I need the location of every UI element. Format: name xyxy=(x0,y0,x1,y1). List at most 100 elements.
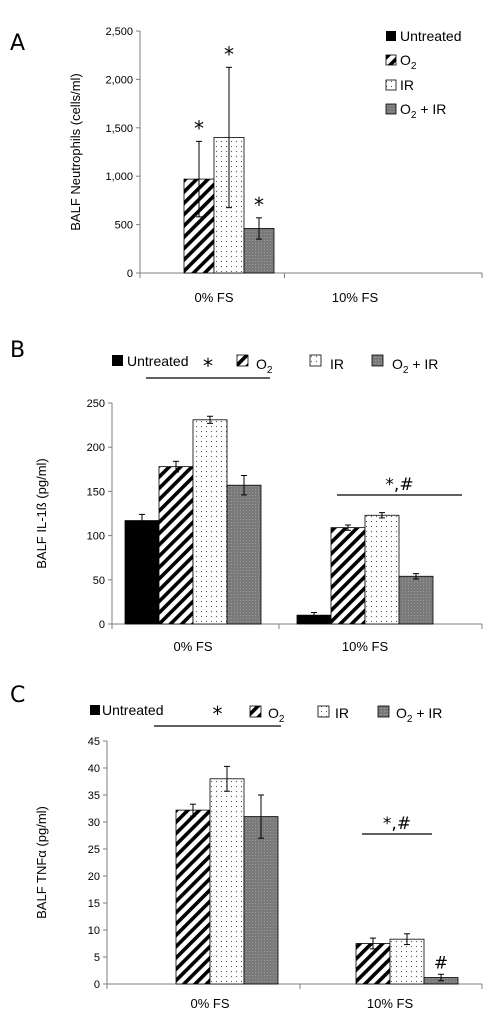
bar-o2ir xyxy=(398,575,434,625)
legend-swatch-o2ir xyxy=(385,103,397,115)
legend-label-o2ir: O2 + IR xyxy=(400,101,446,121)
y-axis-label: BALF Neutrophils (cells/ml) xyxy=(68,73,83,231)
bar-o2ir xyxy=(226,484,262,625)
y-tick-label: 1,500 xyxy=(105,123,133,135)
y-tick-label: 0 xyxy=(94,979,100,991)
legend-label-o2: O2 xyxy=(400,52,417,72)
y-tick-label: 1,000 xyxy=(105,171,133,183)
y-axis-label: BALF IL-1ß (pg/ml) xyxy=(34,458,49,569)
legend-swatch-untreated xyxy=(90,705,100,715)
panel-b-letter: B xyxy=(10,338,25,363)
y-tick-label: 20 xyxy=(88,871,100,883)
x-tick-label: 10% FS xyxy=(367,996,414,1011)
panel-c-letter: C xyxy=(10,683,25,708)
legend-o2ir-main: O xyxy=(392,356,403,372)
bar-ir xyxy=(209,778,245,985)
x-tick-label: 0% FS xyxy=(194,290,233,305)
y-tick-label: 10 xyxy=(88,925,100,937)
significance-label: *,# xyxy=(385,475,413,495)
bar-ir xyxy=(364,514,400,625)
bar-ir xyxy=(192,419,228,625)
legend-swatch-o2ir xyxy=(377,705,390,718)
y-tick-label: 40 xyxy=(88,763,100,775)
legend-label-o2: O2 xyxy=(256,356,273,376)
legend-o2-main: O xyxy=(400,52,411,68)
chart-neutrophils: 0 500 1,000 1,500 2,000 2,500 0% FS 10% FS BALF … xyxy=(68,26,483,305)
legend-swatch-o2 xyxy=(385,54,397,66)
legend-label-o2ir: O2 + IR xyxy=(392,356,438,376)
legend-o2ir-tail: + IR xyxy=(416,101,446,117)
significance-label: * xyxy=(254,193,264,217)
legend-o2ir-tail: + IR xyxy=(408,356,438,372)
legend-o2ir-sub: 2 xyxy=(403,365,409,376)
legend-label-o2: O2 xyxy=(268,705,285,725)
y-tick-label: 500 xyxy=(115,220,133,232)
bar-o2 xyxy=(158,466,194,625)
x-tick-label: 0% FS xyxy=(173,639,212,654)
legend-o2ir-main: O xyxy=(396,705,407,721)
legend-o2ir-sub: 2 xyxy=(411,110,417,121)
significance-label: * xyxy=(224,42,234,66)
legend-label-untreated: Untreated xyxy=(102,702,163,718)
y-tick-label: 2,500 xyxy=(105,26,133,38)
legend-swatch-ir xyxy=(309,354,322,367)
legend-o2ir-tail: + IR xyxy=(412,705,442,721)
y-tick-label: 50 xyxy=(93,575,105,587)
y-tick-label: 30 xyxy=(88,817,100,829)
y-axis-label: BALF TNFα (pg/ml) xyxy=(34,806,49,919)
legend-swatch-o2ir xyxy=(371,354,384,367)
chart-il1b: 0 50 100 150 200 250 0% FS 10% FS BALF IL-1ß (pg… xyxy=(34,354,483,654)
legend-a: Untreated O2 IR O2 + IR xyxy=(385,28,461,121)
y-tick-label: 200 xyxy=(87,442,105,454)
y-tick-label: 2,000 xyxy=(105,74,133,86)
y-tick-label: 250 xyxy=(87,398,105,410)
significance-label: * xyxy=(203,354,213,378)
legend-swatch-o2 xyxy=(249,705,262,718)
legend-o2-sub: 2 xyxy=(279,714,285,725)
significance-label: *,# xyxy=(383,814,411,834)
legend-b: Untreated O2 IR O2 + IR xyxy=(112,353,438,376)
legend-swatch-o2 xyxy=(236,354,249,367)
legend-o2-main: O xyxy=(268,705,279,721)
bar-ir xyxy=(389,938,425,985)
significance-label: * xyxy=(194,116,204,140)
legend-label-untreated: Untreated xyxy=(400,28,461,44)
y-tick-label: 100 xyxy=(87,531,105,543)
chart-tnfa: 0 5 10 15 20 25 30 35 40 45 0% FS 10% FS BALF TNFα (… xyxy=(34,702,483,1011)
legend-o2-main: O xyxy=(256,356,267,372)
legend-swatch-ir xyxy=(317,705,330,718)
y-tick-label: 5 xyxy=(94,952,100,964)
y-tick-label: 35 xyxy=(88,790,100,802)
significance-label: # xyxy=(434,953,448,973)
legend-label-untreated: Untreated xyxy=(127,353,188,369)
legend-o2ir-main: O xyxy=(400,101,411,117)
y-tick-label: 0 xyxy=(127,268,133,280)
y-tick-label: 45 xyxy=(88,736,100,748)
bar-untreated xyxy=(124,520,160,625)
significance-label: * xyxy=(213,702,223,726)
bar-o2ir xyxy=(243,816,279,985)
legend-label-o2ir: O2 + IR xyxy=(396,705,442,725)
legend-swatch-ir xyxy=(385,79,397,91)
y-tick-label: 15 xyxy=(88,898,100,910)
legend-o2-sub: 2 xyxy=(411,61,417,72)
legend-o2ir-sub: 2 xyxy=(407,714,413,725)
legend-o2-sub: 2 xyxy=(267,365,273,376)
y-tick-label: 0 xyxy=(99,619,105,631)
legend-swatch-untreated xyxy=(112,355,123,366)
x-tick-label: 10% FS xyxy=(332,290,379,305)
y-tick-label: 150 xyxy=(87,486,105,498)
bar-o2 xyxy=(355,943,391,985)
legend-label-ir: IR xyxy=(330,356,344,372)
bar-o2 xyxy=(330,527,366,625)
legend-label-ir: IR xyxy=(335,705,349,721)
x-tick-label: 0% FS xyxy=(190,996,229,1011)
panel-a-letter: A xyxy=(10,31,25,56)
bar-o2 xyxy=(175,809,211,985)
x-tick-label: 10% FS xyxy=(342,639,389,654)
legend-swatch-untreated xyxy=(386,31,396,41)
legend-label-ir: IR xyxy=(400,77,414,93)
legend-c: Untreated O2 IR O2 + IR xyxy=(90,702,442,725)
y-tick-label: 25 xyxy=(88,844,100,856)
